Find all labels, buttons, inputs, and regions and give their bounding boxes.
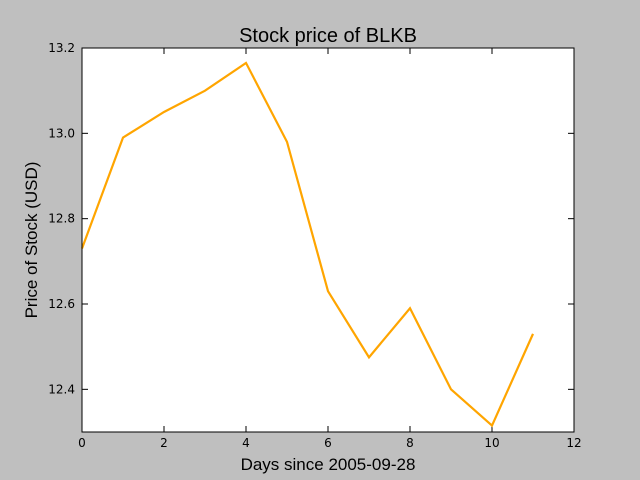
tick-labels-layer: 0 2 4 6 8 10 12 12.4 12.6 12.8 13.0 13.2: [48, 41, 581, 450]
plot-frame: [81, 47, 575, 433]
series-layer: [80, 61, 535, 428]
x-tick-label: 10: [484, 436, 499, 450]
y-tick-label: 12.8: [48, 212, 75, 226]
y-tick-label: 13.0: [48, 126, 75, 140]
x-tick-label: 2: [160, 436, 168, 450]
y-tick-label: 12.6: [48, 297, 75, 311]
y-axis-label: Price of Stock (USD): [22, 162, 41, 319]
x-tick-label: 8: [406, 436, 414, 450]
x-tick-label: 12: [566, 436, 581, 450]
x-tick-label: 4: [242, 436, 250, 450]
y-tick-label: 13.2: [48, 41, 75, 55]
x-tick-label: 0: [78, 436, 86, 450]
series-line-0: [80, 61, 535, 428]
chart-title: Stock price of BLKB: [239, 25, 417, 47]
x-tick-label: 6: [324, 436, 332, 450]
y-tick-label: 12.4: [48, 382, 75, 396]
plot-area: [82, 48, 574, 432]
x-axis-label: Days since 2005-09-28: [241, 455, 416, 474]
